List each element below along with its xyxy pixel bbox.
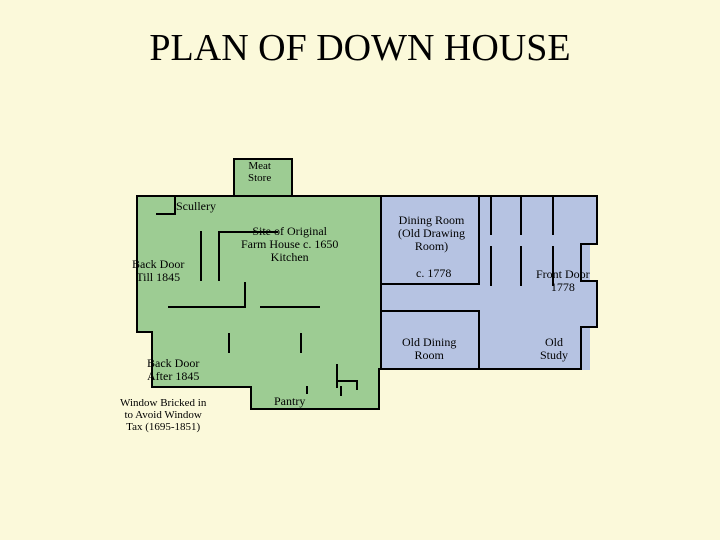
wall-segment [260, 306, 320, 308]
label-dining-room: Dining Room (Old Drawing Room) [398, 214, 465, 254]
wall-segment [228, 333, 230, 353]
wall-segment [380, 195, 598, 197]
wall-segment [168, 306, 246, 308]
wall-segment [156, 213, 176, 215]
wall-segment [300, 333, 302, 353]
label-front-door: Front Door 1778 [536, 268, 590, 294]
label-back-door-1845: Back Door Till 1845 [132, 258, 184, 284]
wall-segment [520, 195, 522, 235]
wall-segment [490, 195, 492, 235]
wall-segment [490, 246, 492, 286]
wall-segment [233, 158, 235, 195]
label-pantry: Pantry [274, 395, 305, 408]
label-back-door-after: Back Door After 1845 [147, 357, 199, 383]
wall-segment [520, 246, 522, 286]
label-window-bricked: Window Bricked in to Avoid Window Tax (1… [120, 397, 206, 433]
wall-segment [356, 380, 358, 390]
wall-segment [291, 158, 293, 195]
wall-segment [336, 364, 338, 388]
wall-segment [596, 280, 598, 328]
label-old-study: Old Study [540, 336, 568, 362]
wall-segment [218, 231, 220, 281]
page-title: PLAN OF DOWN HOUSE [0, 28, 720, 70]
label-old-dining: Old Dining Room [402, 336, 456, 362]
wall-segment [478, 195, 480, 285]
wall-segment [250, 386, 252, 410]
wall-segment [336, 380, 356, 382]
wall-segment [596, 195, 598, 243]
label-c1778: c. 1778 [416, 267, 451, 280]
wall-segment [151, 386, 252, 388]
label-site-kitchen: Site of Original Farm House c. 1650 Kitc… [241, 225, 338, 265]
wall-segment [580, 243, 598, 245]
wall-segment [378, 368, 582, 370]
label-meat-store: Meat Store [248, 160, 271, 184]
wall-segment [580, 328, 582, 370]
region-pantry-strip [250, 388, 380, 410]
floor-plan-stage: PLAN OF DOWN HOUSE Meat Store Scullery Sit… [0, 0, 720, 540]
wall-segment [378, 368, 380, 388]
label-scullery: Scullery [176, 200, 216, 213]
wall-segment [378, 386, 380, 410]
wall-segment [478, 310, 480, 370]
wall-segment [306, 386, 308, 394]
wall-segment [200, 231, 202, 281]
wall-segment [380, 310, 480, 312]
wall-segment [136, 195, 380, 197]
wall-segment [340, 386, 342, 396]
wall-segment [380, 283, 480, 285]
wall-segment [244, 282, 246, 308]
wall-segment [552, 195, 554, 235]
wall-segment [250, 408, 380, 410]
